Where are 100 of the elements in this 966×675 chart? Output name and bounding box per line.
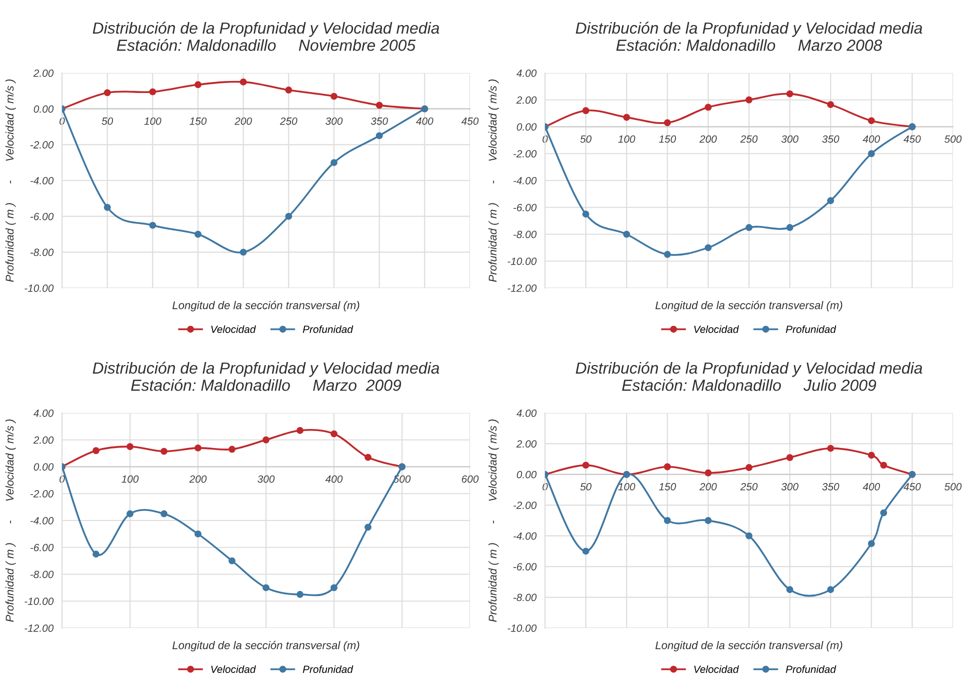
chart-title: Distribución de la Propfunidad y Velocidad media Estación: Maldonadillo Marzo 2009 — [92, 362, 440, 391]
x-tick-label: 350 — [822, 135, 840, 143]
x-tick-label: 200 — [234, 117, 252, 125]
x-tick-label: 50 — [580, 483, 592, 490]
y-tick-label: -12.00 — [24, 624, 54, 632]
x-tick-label: 100 — [122, 475, 139, 483]
point — [296, 426, 304, 434]
point — [330, 584, 338, 592]
point — [664, 250, 671, 258]
point — [880, 462, 888, 469]
x-tick-label: 400 — [325, 475, 343, 483]
y-tick-label: -8.00 — [513, 230, 537, 238]
chart-title: Distribución de la Propfunidad y Velocidad media Estación: Maldonadillo Noviembre 2005 — [92, 22, 440, 51]
point — [364, 524, 372, 531]
y-tick-label: -4.00 — [513, 177, 537, 184]
point — [285, 86, 292, 94]
x-tick-label: 100 — [144, 117, 162, 125]
chart-title: Distribución de la Propfunidad y Velocidad media Estación: Maldonadillo Marzo 2008 — [576, 22, 922, 51]
x-tick-label: 300 — [326, 117, 343, 125]
point — [240, 78, 247, 86]
y-tick-label: 0.00 — [34, 463, 54, 471]
y-tick-label: 0.00 — [34, 105, 54, 113]
x-tick-label: 600 — [462, 475, 479, 483]
point — [582, 462, 590, 469]
point — [664, 463, 671, 470]
point — [827, 197, 834, 204]
point — [786, 586, 794, 594]
y-axis-title: Profunidad ( m ) - Velocidad ( m/s ) — [488, 79, 499, 282]
x-tick-label: 400 — [862, 483, 880, 490]
x-tick-label: 450 — [461, 117, 479, 125]
y-tick-label: 0.00 — [516, 470, 537, 478]
y-tick-label: -2.00 — [513, 150, 537, 158]
point — [104, 89, 111, 96]
y-axis-title: Profunidad ( m ) - Velocidad ( m/s ) — [488, 419, 499, 622]
x-tick-label: 150 — [190, 117, 207, 125]
y-tick-label: 2.00 — [516, 440, 537, 448]
point — [330, 430, 338, 438]
x-tick-label: 200 — [189, 475, 207, 483]
point — [827, 444, 834, 452]
x-tick-label: 100 — [618, 483, 636, 490]
legend-label: Profunidad — [302, 665, 354, 673]
point — [262, 436, 270, 444]
legend-label: Profunidad — [786, 665, 836, 673]
x-tick-label: 300 — [781, 135, 798, 143]
point — [746, 532, 752, 540]
y-tick-label: -8.00 — [513, 594, 537, 602]
legend-label: Profunidad — [786, 325, 836, 333]
x-tick-label: 400 — [416, 117, 434, 125]
y-tick-label: -4.00 — [30, 177, 54, 184]
y-tick-label: 4.00 — [516, 70, 537, 77]
legend-label: Velocidad — [211, 325, 256, 333]
x-axis-title: Longitud de la sección transversal (m) — [655, 300, 842, 312]
x-tick-label: 300 — [258, 475, 275, 483]
point — [194, 81, 202, 88]
point — [664, 517, 671, 524]
y-tick-label: -2.00 — [513, 502, 537, 510]
x-tick-label: 400 — [862, 135, 880, 143]
y-tick-label: -8.00 — [30, 248, 54, 256]
x-axis-title: Longitud de la sección transversal (m) — [172, 300, 360, 312]
x-tick-label: 50 — [580, 135, 592, 143]
point — [240, 248, 247, 256]
x-tick-label: 450 — [904, 135, 921, 143]
x-axis-title: Longitud de la sección transversal (m) — [172, 640, 360, 652]
y-tick-label: -8.00 — [30, 570, 54, 578]
point — [194, 444, 202, 452]
point — [746, 96, 752, 104]
y-tick-label: -2.00 — [30, 490, 54, 498]
point — [104, 204, 111, 211]
point — [868, 540, 875, 548]
point — [262, 584, 270, 592]
point — [376, 102, 383, 109]
point — [704, 104, 712, 111]
y-tick-label: -2.00 — [30, 141, 54, 149]
x-tick-label: 250 — [740, 483, 758, 490]
point — [623, 114, 630, 121]
point — [868, 150, 875, 158]
legend-label: Velocidad — [694, 665, 739, 673]
point — [126, 443, 134, 450]
point — [582, 548, 590, 555]
point — [194, 230, 202, 238]
x-tick-label: 150 — [658, 483, 676, 490]
x-tick-label: 350 — [822, 483, 840, 490]
point — [623, 230, 630, 238]
legend-label: Profunidad — [302, 325, 354, 333]
point — [364, 454, 372, 461]
y-tick-label: 2.00 — [33, 436, 54, 444]
x-tick-label: 500 — [944, 483, 962, 490]
point — [126, 510, 134, 518]
x-tick-label: 450 — [904, 483, 921, 490]
point — [330, 159, 338, 166]
y-tick-label: -6.00 — [513, 204, 537, 212]
point — [92, 447, 100, 454]
point — [827, 586, 834, 594]
point — [228, 446, 236, 453]
point — [868, 452, 875, 459]
x-tick-label: 100 — [618, 135, 636, 143]
y-tick-label: 2.00 — [33, 70, 54, 77]
point — [582, 210, 590, 218]
point — [746, 224, 752, 232]
y-axis-title: Profunidad ( m ) - Velocidad ( m/s ) — [5, 79, 16, 282]
